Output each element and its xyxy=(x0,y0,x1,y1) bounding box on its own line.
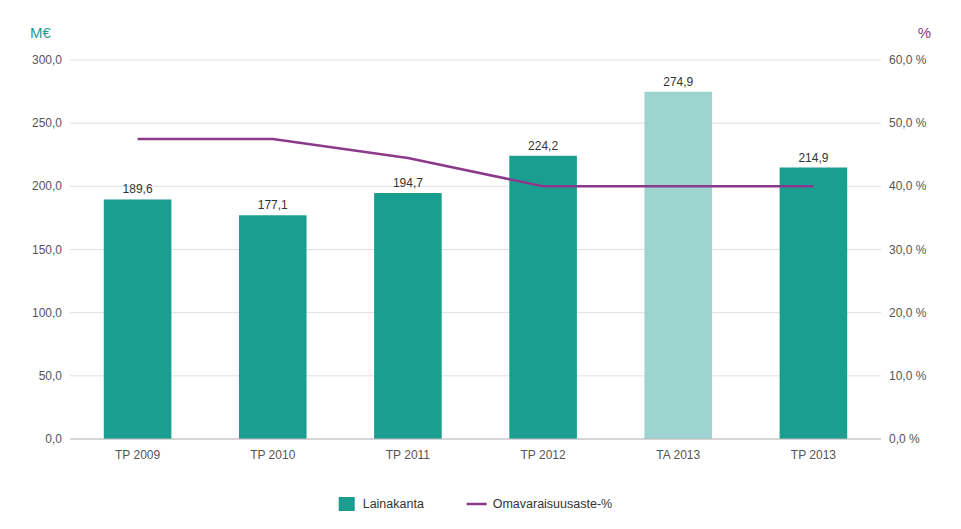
y-tick-label: 150,0 xyxy=(32,243,62,257)
chart-container: 0,0 50,0 100,0 150,0 200,0 250,0 300,0 0,0 % 10,… xyxy=(0,0,961,529)
y-tick-label: 0,0 xyxy=(45,432,62,446)
y2-axis-title: % xyxy=(918,24,931,41)
plot-area xyxy=(104,92,847,439)
legend-swatch xyxy=(467,503,487,506)
legend-label: Omavaraisuusaste-% xyxy=(493,497,613,511)
x-tick-label: TP 2012 xyxy=(521,448,566,462)
grid-line xyxy=(70,249,881,250)
x-tick-label: TP 2013 xyxy=(791,448,836,462)
y2-tick-label: 60,0 % xyxy=(889,53,927,67)
grid-line xyxy=(70,312,881,313)
data-labels: 189,6 177,1 194,7 224,2 274,9 214,9 xyxy=(123,75,829,213)
grid-line xyxy=(70,123,881,124)
grid-line xyxy=(70,375,881,376)
legend-swatch xyxy=(339,497,355,511)
x-tick-label: TP 2011 xyxy=(386,448,431,462)
bar xyxy=(104,199,172,439)
y2-tick-label: 10,0 % xyxy=(889,369,927,383)
y2-tick-label: 40,0 % xyxy=(889,179,927,193)
y-tick-label: 100,0 xyxy=(32,306,62,320)
y2-tick-label: 30,0 % xyxy=(889,243,927,257)
data-label: 224,2 xyxy=(528,139,558,153)
data-label: 194,7 xyxy=(393,176,423,190)
legend: Lainakanta Omavaraisuusaste-% xyxy=(339,497,613,511)
bar xyxy=(780,168,848,439)
y-tick-label: 200,0 xyxy=(32,179,62,193)
data-label: 189,6 xyxy=(123,182,153,196)
y2-tick-label: 20,0 % xyxy=(889,306,927,320)
grid-line xyxy=(70,439,881,440)
y2-tick-label: 50,0 % xyxy=(889,116,927,130)
bar xyxy=(509,156,577,439)
x-tick-label: TP 2010 xyxy=(250,448,295,462)
x-tick-label: TP 2009 xyxy=(115,448,160,462)
bar xyxy=(644,92,712,439)
grid-line xyxy=(70,60,881,61)
grid xyxy=(70,60,881,439)
x-tick-label: TA 2013 xyxy=(656,448,700,462)
data-label: 177,1 xyxy=(258,198,288,212)
chart: 0,0 50,0 100,0 150,0 200,0 250,0 300,0 0,0 % 10,… xyxy=(0,0,961,529)
data-label: 214,9 xyxy=(798,151,828,165)
x-axis-line xyxy=(70,439,881,440)
y-tick-label: 300,0 xyxy=(32,53,62,67)
y2-tick-label: 0,0 % xyxy=(889,432,920,446)
bar xyxy=(239,215,307,439)
y-tick-label: 50,0 xyxy=(39,369,63,383)
y-axis-title: M€ xyxy=(30,24,51,41)
data-label: 274,9 xyxy=(663,75,693,89)
legend-label: Lainakanta xyxy=(363,497,424,511)
bar xyxy=(374,193,442,439)
line xyxy=(138,139,814,186)
y-tick-label: 250,0 xyxy=(32,116,62,130)
